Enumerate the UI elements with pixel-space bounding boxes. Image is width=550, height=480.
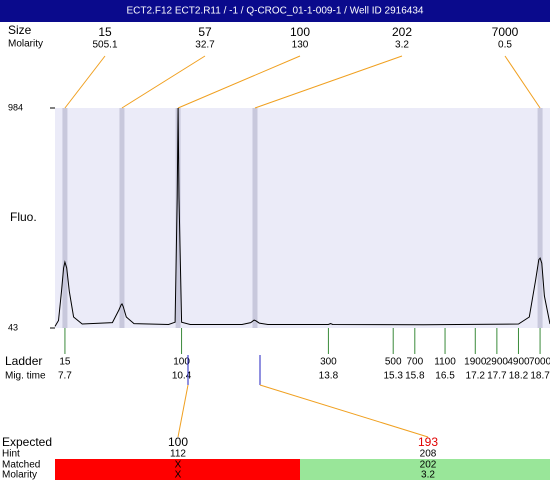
peak-connector xyxy=(121,55,206,109)
result-hint: 208 xyxy=(420,449,437,460)
match-connector xyxy=(259,384,429,438)
peak-band xyxy=(175,108,181,328)
result-hint: 112 xyxy=(170,449,186,460)
ladder-time: 13.8 xyxy=(319,371,339,382)
peak-molarity: 3.2 xyxy=(395,40,409,51)
title: ECT2.F12 ECT2.R11 / -1 / Q-CROC_01-1-009… xyxy=(127,6,424,17)
peak-size: 100 xyxy=(290,25,310,39)
peak-size: 202 xyxy=(392,25,412,39)
ladder-time: 15.3 xyxy=(383,371,403,382)
ladder-time: 17.7 xyxy=(487,371,507,382)
peak-molarity: 130 xyxy=(292,40,309,51)
ladder-time: 18.2 xyxy=(509,371,529,382)
peak-row-label: Size xyxy=(8,23,32,37)
y-label: Fluo. xyxy=(10,210,37,224)
ladder-size: 500 xyxy=(385,357,402,368)
peak-band xyxy=(62,108,68,328)
result-row-label: Expected xyxy=(2,435,52,449)
ladder-size: 2900 xyxy=(486,357,509,368)
title-bar xyxy=(0,0,550,22)
ladder-size: 7000 xyxy=(529,357,550,368)
peak-molarity: 0.5 xyxy=(498,40,512,51)
ladder-time: 7.7 xyxy=(58,371,72,382)
peak-size: 15 xyxy=(98,25,112,39)
ladder-size: 700 xyxy=(406,357,423,368)
result-expected: 193 xyxy=(418,435,438,449)
matched-ok xyxy=(300,459,550,480)
trace xyxy=(54,107,550,327)
y-tick-label: 984 xyxy=(8,102,23,112)
peak-connector xyxy=(177,55,301,109)
peak-molarity: 32.7 xyxy=(195,40,215,51)
peak-connector xyxy=(504,55,541,109)
result-row-label: Hint xyxy=(2,449,20,460)
result-molarity: 3.2 xyxy=(421,470,435,480)
result-matched: 202 xyxy=(420,460,437,471)
ladder-size: 300 xyxy=(320,357,337,368)
ladder-row-label: Mig. time xyxy=(5,371,46,382)
result-molarity: X xyxy=(175,470,182,480)
peak-band xyxy=(252,108,258,328)
ladder-time: 10.4 xyxy=(172,371,192,382)
peak-row-label: Molarity xyxy=(8,39,43,50)
plot-area xyxy=(55,108,550,328)
peak-connector xyxy=(64,55,106,109)
peak-size: 57 xyxy=(198,25,212,39)
peak-size: 7000 xyxy=(492,25,519,39)
ladder-time: 17.2 xyxy=(466,371,486,382)
ladder-size: 1900 xyxy=(464,357,487,368)
result-expected: 100 xyxy=(168,435,188,449)
result-row-label: Molarity xyxy=(2,470,37,480)
ladder-size: 1100 xyxy=(434,357,456,368)
ladder-time: 18.7 xyxy=(530,371,550,382)
ladder-time: 16.5 xyxy=(435,371,455,382)
peak-connector xyxy=(254,55,403,109)
ladder-size: 4900 xyxy=(507,357,530,368)
match-connector xyxy=(177,384,189,438)
ladder-row-label: Ladder xyxy=(5,354,42,368)
ladder-size: 100 xyxy=(173,357,190,368)
ladder-time: 15.8 xyxy=(405,371,425,382)
peak-band xyxy=(119,108,125,328)
result-row-label: Matched xyxy=(2,460,40,471)
y-tick-label: 43 xyxy=(8,322,18,332)
peak-band xyxy=(537,108,543,328)
ladder-size: 15 xyxy=(59,357,71,368)
peak-molarity: 505.1 xyxy=(92,40,117,51)
matched-fail xyxy=(55,459,300,480)
result-matched: X xyxy=(175,460,182,471)
